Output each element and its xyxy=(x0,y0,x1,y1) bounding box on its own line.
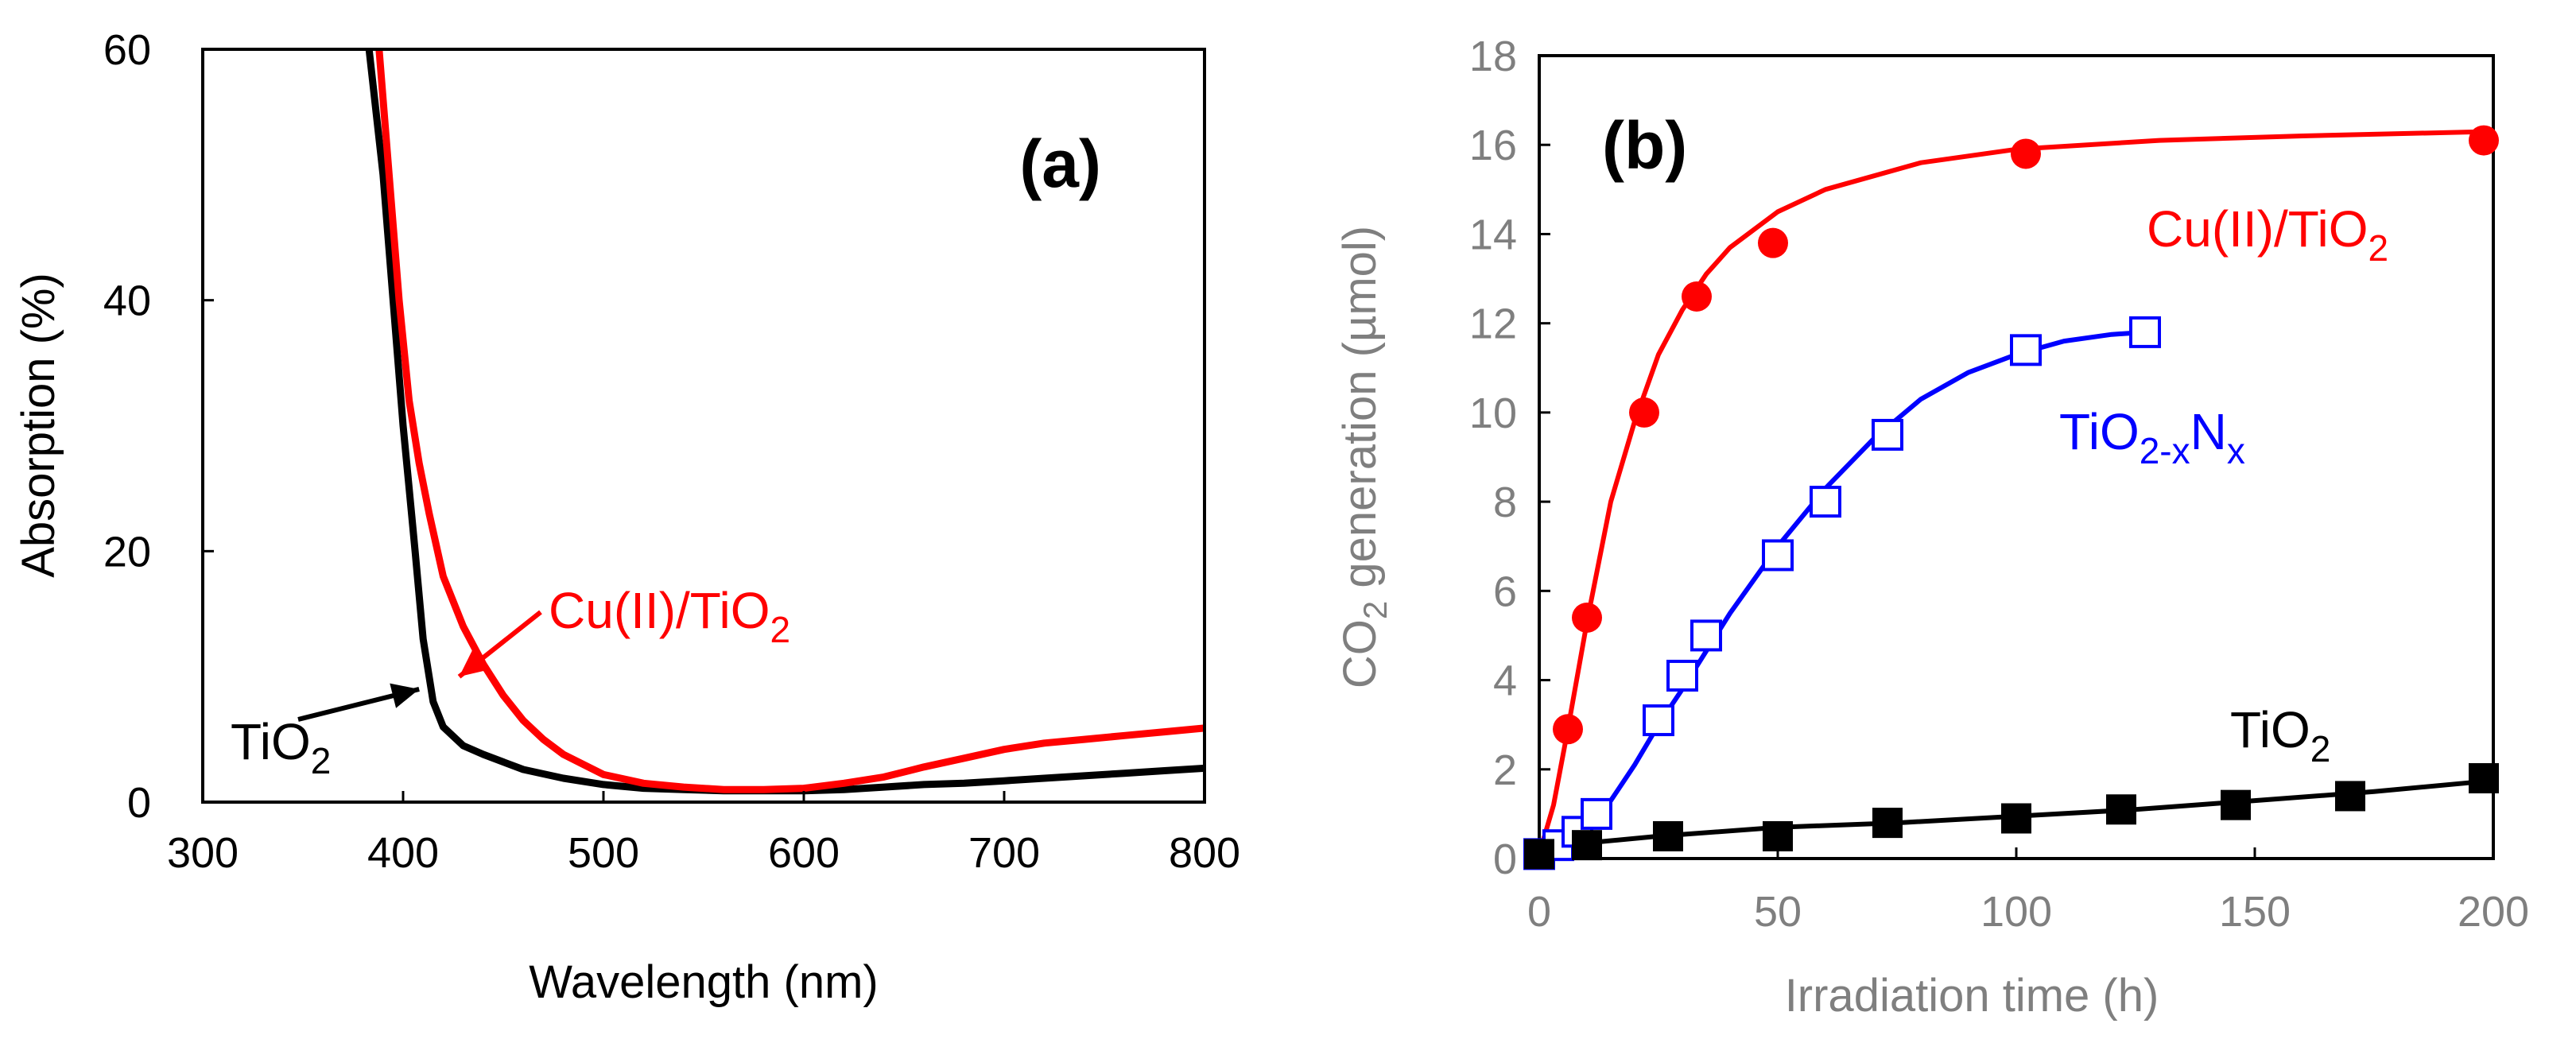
panel-a-y-tick-label: 20 xyxy=(103,528,151,576)
panel-a-annotations: TiO2 Cu(II)/TiO2 xyxy=(231,582,790,781)
panel-a-label: (a) xyxy=(1019,126,1101,201)
panel-b-x-tick-label: 0 xyxy=(1527,888,1551,936)
panel-a-series-line-0 xyxy=(365,48,1205,795)
panel-a-y-axis-label: Absorption (%) xyxy=(13,273,64,578)
panel-b-y-tick-label: 6 xyxy=(1493,568,1517,615)
panel-b-ticks: 0 50 100 150 200 0 2 4 6 8 10 12 14 16 18 xyxy=(1469,33,2529,936)
panel-a-y-tick-label: 60 xyxy=(103,26,151,74)
panel-b-y-axis-label: CO2 generation (µmol) xyxy=(1334,226,1394,688)
panel-a-x-tick-label: 600 xyxy=(768,829,840,877)
panel-b-x-tick-label: 200 xyxy=(2458,888,2529,936)
panel-a-chart: 300 400 500 600 700 800 0 20 40 60 Wavelength (nm… xyxy=(13,26,1240,1008)
panel-a-series-line-1 xyxy=(375,48,1205,793)
panel-b-point xyxy=(2221,789,2251,820)
panel-b-x-axis-label: Irradiation time (h) xyxy=(1785,970,2159,1022)
panel-b-y-tick-label: 14 xyxy=(1469,211,1517,258)
panel-b-x-tick-label: 100 xyxy=(1980,888,2052,936)
panel-b-point xyxy=(1553,714,1583,745)
panel-b-point xyxy=(1810,486,1841,518)
panel-b-point xyxy=(1629,397,1659,428)
panel-b-y-tick-label: 8 xyxy=(1493,479,1517,526)
panel-a-y-tick-label: 40 xyxy=(103,277,151,325)
panel-b-y-tick-label: 10 xyxy=(1469,390,1517,437)
panel-b-point xyxy=(2010,334,2042,366)
panel-b-point xyxy=(1762,539,1794,572)
panel-a-x-tick-label: 500 xyxy=(568,829,639,877)
panel-b-point xyxy=(2106,794,2136,825)
panel-b-fit-line-0 xyxy=(1537,129,2494,855)
panel-b-point xyxy=(1758,227,1788,258)
panel-a-y-tick-label: 0 xyxy=(127,779,151,827)
panel-a-x-tick-label: 300 xyxy=(167,829,239,877)
panel-b-point xyxy=(2011,138,2041,169)
panel-b-y-tick-label: 4 xyxy=(1493,657,1517,705)
panel-b-point xyxy=(1572,603,1602,633)
panel-b-series-labels: Cu(II)/TiO2 TiO2-xNx TiO2 xyxy=(2059,200,2388,770)
panel-a-x-tick-label: 400 xyxy=(367,829,439,877)
series-label-cu-tio2-b: Cu(II)/TiO2 xyxy=(2147,200,2388,269)
panel-b-y-tick-label: 12 xyxy=(1469,300,1517,348)
panel-b-point xyxy=(1872,418,1903,451)
panel-b-markers xyxy=(1523,125,2499,870)
panel-a-annotation-arrow-head xyxy=(390,683,420,708)
panel-b-point xyxy=(2129,316,2161,348)
panel-b-y-tick-label: 0 xyxy=(1493,835,1517,883)
panel-b-y-tick-label: 2 xyxy=(1493,746,1517,794)
panel-b-point xyxy=(1653,820,1683,851)
annotation-tio2-a: TiO2 xyxy=(231,713,331,781)
panel-b-point xyxy=(1643,704,1674,737)
panel-a-ticks: 300 400 500 600 700 800 0 20 40 60 xyxy=(103,26,1240,877)
panel-b-point xyxy=(2469,763,2499,793)
annotation-cu-tio2-a: Cu(II)/TiO2 xyxy=(549,582,790,650)
panel-b-chart: 0 50 100 150 200 0 2 4 6 8 10 12 14 16 18 Irradiation … xyxy=(1334,33,2529,1022)
panel-b-point xyxy=(2001,803,2031,834)
panel-b-point xyxy=(1682,281,1712,312)
panel-a-x-axis-label: Wavelength (nm) xyxy=(529,956,878,1008)
panel-a-x-tick-label: 800 xyxy=(1169,829,1240,877)
panel-b-point xyxy=(1581,797,1612,830)
panel-b-y-tick-label: 16 xyxy=(1469,122,1517,169)
panel-b-point xyxy=(2469,125,2499,156)
panel-b-point xyxy=(1666,659,1698,692)
panel-b-point xyxy=(1572,830,1602,861)
panel-b-point xyxy=(1763,820,1793,851)
panel-a-plot-frame xyxy=(201,48,1206,804)
panel-a-x-tick-label: 700 xyxy=(968,829,1040,877)
panel-b-x-tick-label: 50 xyxy=(1754,888,1802,936)
series-label-tio2-b: TiO2 xyxy=(2230,701,2330,770)
panel-a-curves xyxy=(365,48,1205,795)
panel-b-x-tick-label: 150 xyxy=(2219,888,2291,936)
series-label-tio2xnx-b: TiO2-xNx xyxy=(2059,403,2245,471)
panel-b-y-tick-label: 18 xyxy=(1469,33,1517,80)
panel-b-fit-line-2 xyxy=(1538,777,2494,852)
panel-b-point xyxy=(1872,808,1903,839)
panel-a-annotation-arrow-head xyxy=(459,649,489,677)
panel-b-label: (b) xyxy=(1602,108,1687,183)
panel-b-point xyxy=(2335,781,2365,812)
panel-b-point xyxy=(1690,619,1722,652)
